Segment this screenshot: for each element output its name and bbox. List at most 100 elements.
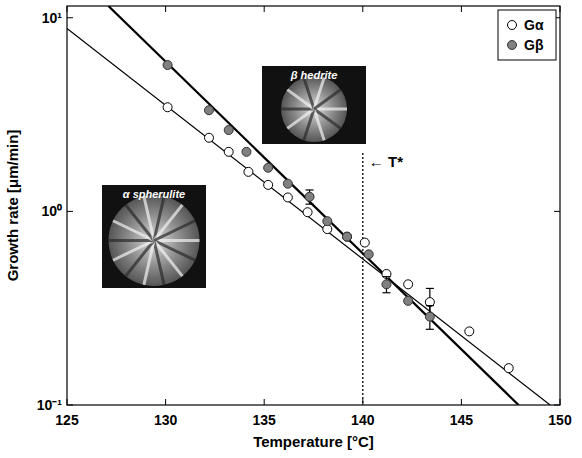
inset-stripe: [154, 221, 195, 241]
x-tick-label: 130: [154, 412, 178, 428]
point: [425, 298, 434, 307]
y-tick: [67, 405, 73, 406]
y-axis-title: Growth rate [μm/min]: [4, 130, 21, 282]
error-cap: [306, 204, 314, 205]
point: [382, 280, 391, 289]
inset-label: α spherulite: [123, 188, 185, 200]
point: [264, 180, 273, 189]
x-tick-label: 145: [450, 412, 474, 428]
chart: α spherulite β hedrite ← T* 125 130 135 140 145…: [0, 0, 582, 458]
inset-image: α spherulite: [102, 185, 206, 288]
legend-marker: [508, 41, 517, 50]
legend-box: [498, 10, 556, 60]
reference-line: [362, 153, 363, 405]
legend-marker: [508, 21, 517, 30]
inset-crystal: [281, 76, 347, 142]
error-cap: [426, 305, 434, 306]
point: [204, 133, 213, 142]
y-tick: [67, 17, 73, 18]
x-tick: [264, 399, 265, 405]
y-tick-label: 10⁰: [41, 203, 62, 219]
reference-label: ← T*: [369, 153, 403, 170]
inset-crystal: [109, 195, 200, 286]
fit-line: [67, 29, 550, 406]
point: [360, 238, 369, 247]
data-group: [67, 6, 550, 405]
inset-stripe: [304, 78, 314, 109]
x-tick-label: 135: [253, 412, 277, 428]
point: [264, 163, 273, 172]
point: [504, 364, 513, 373]
plot-frame: [67, 6, 560, 405]
inset-image: β hedrite: [262, 66, 366, 144]
inset-stripe: [144, 196, 154, 240]
point: [404, 280, 413, 289]
point: [323, 217, 332, 226]
x-tick-top: [165, 6, 166, 12]
inset-bg: [262, 66, 366, 144]
y-tick-right: [554, 405, 560, 406]
point: [343, 232, 352, 241]
point: [465, 327, 474, 336]
inset-stripe: [113, 241, 154, 261]
point: [163, 61, 172, 70]
point: [163, 103, 172, 112]
error-cap: [426, 288, 434, 289]
point: [242, 147, 251, 156]
point: [305, 192, 314, 201]
error-bar: [426, 306, 434, 330]
inset-stripe: [281, 108, 314, 111]
error-cap: [426, 329, 434, 330]
inset-stripe: [109, 239, 155, 242]
inset-stripe: [314, 108, 347, 111]
inset-stripe: [314, 90, 341, 109]
error-bar: [382, 277, 390, 293]
x-tick-top: [560, 6, 561, 12]
x-tick: [560, 399, 561, 405]
y-tick: [67, 211, 73, 212]
x-tick: [362, 399, 363, 405]
x-tick: [165, 399, 166, 405]
x-tick-top: [461, 6, 462, 12]
x-tick-top: [67, 6, 68, 12]
y-tick-right: [554, 211, 560, 212]
inset-stripe: [314, 109, 324, 140]
point: [244, 167, 253, 176]
error-cap: [382, 276, 390, 277]
point: [425, 312, 434, 321]
point: [382, 269, 391, 278]
point: [364, 250, 373, 259]
error-bar: [306, 190, 314, 204]
legend: Gα Gβ: [498, 10, 556, 60]
legend-label: Gβ: [524, 37, 544, 53]
x-tick: [67, 399, 68, 405]
x-tick-label: 150: [548, 412, 572, 428]
point: [283, 193, 292, 202]
x-tick-label: 125: [55, 412, 79, 428]
inset-stripe: [154, 239, 200, 242]
x-tick-label: 140: [351, 412, 375, 428]
inset-stripe: [287, 109, 314, 128]
point: [343, 232, 352, 241]
background: [0, 0, 582, 458]
point: [283, 179, 292, 188]
error-cap: [306, 189, 314, 190]
plot-area: [67, 6, 560, 405]
point: [303, 208, 312, 217]
legend-label: Gα: [524, 17, 544, 33]
x-axis-title: Temperature [°C]: [253, 433, 374, 450]
y-tick-label: 10¹: [42, 10, 63, 26]
y-tick-label: 10⁻¹: [37, 397, 63, 413]
x-tick-top: [264, 6, 265, 12]
x-tick-top: [362, 6, 363, 12]
inset-stripe: [154, 241, 164, 285]
error-cap: [382, 292, 390, 293]
inset-bg: [102, 185, 206, 288]
x-tick: [461, 399, 462, 405]
inset-label: β hedrite: [290, 69, 338, 81]
fit-line: [108, 6, 518, 405]
point: [224, 126, 233, 135]
point: [204, 106, 213, 115]
point: [404, 296, 413, 305]
point: [224, 147, 233, 156]
